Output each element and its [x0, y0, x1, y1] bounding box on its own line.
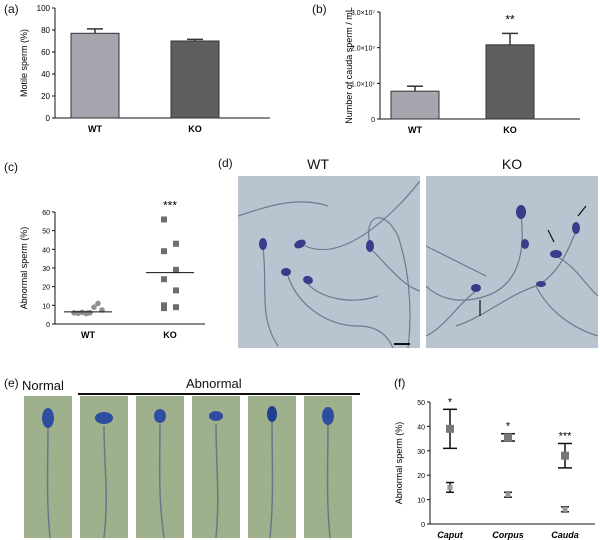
y-tick-label: 10: [42, 303, 50, 310]
y-tick-label: 50: [417, 400, 425, 407]
sperm-tile-abnormal-3: [192, 396, 240, 538]
micrograph-ko-image: [426, 176, 598, 348]
bar: [390, 90, 440, 120]
x-tick-label: Caput: [437, 530, 464, 540]
data-point: [447, 484, 453, 490]
x-tick-label: WT: [81, 330, 95, 340]
panel-label-a: (a): [4, 2, 19, 16]
x-tick-label: Cauda: [551, 530, 579, 540]
chart-a-motile-sperm: 0 20 40 60 80 100 Motile sperm (%) WT KO: [19, 4, 270, 134]
sperm-tile-normal: [24, 396, 72, 538]
micrograph-wt-title: WT: [307, 156, 329, 172]
panel-label-f: (f): [394, 376, 406, 390]
y-tick-label: 0: [46, 114, 51, 123]
panel-label-d: (d): [218, 156, 233, 170]
x-tick-label: WT: [408, 125, 422, 135]
micrograph-wt-image: [238, 176, 420, 348]
data-point: [95, 300, 101, 307]
y-tick-label: 30: [42, 266, 50, 273]
panel-label-c: (c): [4, 160, 18, 174]
y-tick-label: 50: [42, 229, 50, 236]
x-tick-label: KO: [188, 124, 202, 134]
panel-label-b: (b): [312, 2, 327, 16]
y-tick-label: 60: [41, 48, 50, 57]
data-point: [173, 287, 179, 294]
y-tick-label: 20: [42, 285, 50, 292]
y-tick-label: 0: [46, 322, 50, 329]
data-point: [173, 240, 179, 247]
sperm-tile-abnormal-5: [304, 396, 352, 538]
data-point: [504, 433, 512, 442]
micrograph-ko: [426, 176, 598, 348]
data-point: [161, 305, 167, 312]
normal-label: Normal: [22, 378, 64, 393]
micrograph-wt: [238, 176, 420, 348]
micrograph-ko-title: KO: [501, 156, 523, 172]
y-tick-label: 40: [42, 247, 50, 254]
y-tick-label: 2.0×10⁷: [351, 46, 376, 53]
abnormal-bracket-line: [78, 393, 360, 395]
significance-mark: ***: [559, 430, 573, 442]
abnormal-label: Abnormal: [186, 376, 242, 391]
sperm-tile-abnormal-1: [80, 396, 128, 538]
significance-mark: ***: [163, 198, 177, 212]
y-tick-label: 30: [417, 449, 425, 456]
bar: [170, 40, 220, 119]
y-tick-label: 60: [42, 210, 50, 217]
sperm-tile-abnormal-4: [248, 396, 296, 538]
data-point: [505, 492, 511, 498]
y-tick-label: 3.0×10⁷: [351, 10, 376, 17]
y-tick-label: 100: [37, 4, 51, 13]
significance-mark: *: [506, 421, 511, 433]
y-axis-label: Motile sperm (%): [19, 29, 29, 97]
data-point: [561, 451, 569, 460]
significance-mark: **: [505, 12, 515, 26]
data-point: [562, 506, 568, 512]
significance-mark: *: [448, 396, 453, 408]
data-point: [161, 276, 167, 283]
y-tick-label: 0: [371, 117, 375, 124]
y-tick-label: 20: [41, 92, 50, 101]
y-tick-label: 80: [41, 26, 50, 35]
data-point: [173, 266, 179, 273]
y-tick-label: 40: [41, 70, 50, 79]
x-tick-label: Corpus: [492, 530, 524, 540]
y-tick-label: 1.0×10⁷: [351, 81, 376, 88]
x-tick-label: KO: [163, 330, 177, 340]
data-point: [161, 248, 167, 255]
x-tick-label: WT: [88, 124, 102, 134]
data-point: [161, 216, 167, 223]
y-tick-label: 40: [417, 424, 425, 431]
data-point: [85, 310, 91, 316]
panel-label-e: (e): [4, 376, 19, 390]
sperm-tile-abnormal-2: [136, 396, 184, 538]
bar: [70, 32, 120, 119]
y-tick-label: 0: [421, 522, 425, 529]
data-point: [91, 304, 97, 310]
data-point: [173, 304, 179, 311]
y-axis-label: Abnormal sperm (%): [19, 227, 29, 310]
chart-c-abnormal-sperm: 0 10 20 30 40 50 60 Abnormal sperm (%) WT KO ***: [19, 198, 205, 340]
chart-f-abnormal-sperm-regions: 0 10 20 30 40 50 Abnormal sperm (%) Caput Corpus…: [394, 396, 595, 540]
x-tick-label: KO: [503, 125, 517, 135]
y-tick-label: 10: [417, 498, 425, 505]
y-axis-label: Abnormal sperm (%): [394, 422, 404, 505]
data-point: [446, 424, 454, 433]
y-axis-label: Number of cauda sperm / mL: [344, 7, 354, 124]
bar: [485, 44, 535, 120]
y-tick-label: 20: [417, 473, 425, 480]
sperm-morphology-strip: [24, 396, 352, 538]
